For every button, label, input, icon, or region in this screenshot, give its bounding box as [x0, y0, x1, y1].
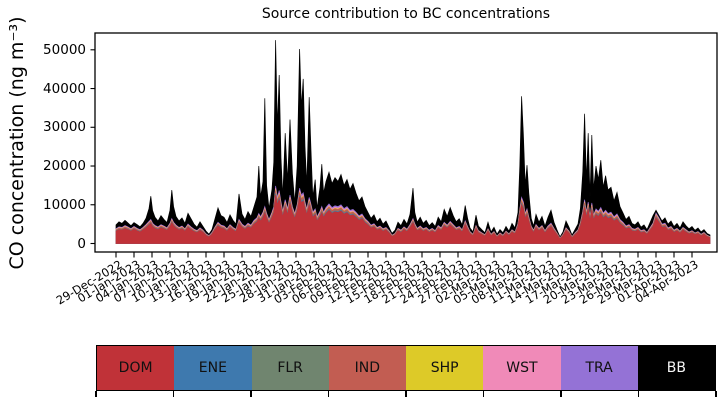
- legend-item-ene: ENE: [174, 346, 252, 390]
- legend-tick: [560, 391, 562, 397]
- y-tick-label: 50000: [43, 41, 86, 58]
- y-tick-label: 40000: [43, 80, 86, 97]
- legend-tick: [327, 391, 330, 397]
- area-series-dom: [115, 195, 711, 244]
- legend-tick: [715, 391, 717, 397]
- area-series-bb: [115, 40, 711, 244]
- y-tick-label: 0: [77, 235, 86, 252]
- legend-item-wst: WST: [483, 346, 561, 390]
- legend-tick: [95, 391, 97, 397]
- legend-tick: [405, 391, 407, 397]
- y-tick-label: 10000: [43, 196, 86, 213]
- legend-tick: [637, 391, 640, 397]
- legend-tick: [482, 391, 485, 397]
- y-tick-label: 20000: [43, 158, 86, 175]
- legend: DOM ENE FLR IND SHP WST TRA BB: [96, 345, 716, 391]
- legend-item-shp: SHP: [406, 346, 484, 390]
- legend-tick: [250, 391, 252, 397]
- legend-item-tra: TRA: [560, 346, 638, 390]
- legend-item-bb: BB: [637, 346, 715, 390]
- y-axis-label: CO concentration (ng m⁻³): [6, 16, 28, 270]
- plot-border: [94, 32, 718, 253]
- legend-item-dom: DOM: [97, 346, 175, 390]
- chart-title: Source contribution to BC concentrations: [261, 6, 551, 22]
- legend-tick: [172, 391, 175, 397]
- y-tick-label: 30000: [43, 119, 86, 136]
- legend-item-ind: IND: [328, 346, 406, 390]
- legend-item-flr: FLR: [251, 346, 329, 390]
